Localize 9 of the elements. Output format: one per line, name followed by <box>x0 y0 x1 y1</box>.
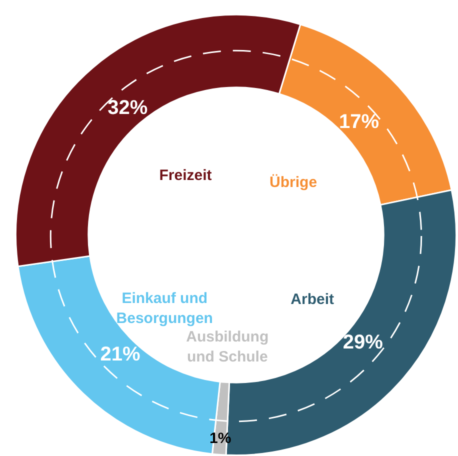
slice-label: Freizeit <box>159 167 212 184</box>
data-label: 29% <box>342 331 384 354</box>
slice-label: Ausbildung und Schule <box>186 328 269 366</box>
slice-label: Einkauf und Besorgungen <box>116 290 213 328</box>
data-label: 17% <box>338 111 380 134</box>
data-label: 21% <box>100 343 141 366</box>
data-label: 32% <box>108 97 148 120</box>
slice-label: Übrige <box>270 174 318 191</box>
slice-label: Arbeit <box>290 291 334 308</box>
